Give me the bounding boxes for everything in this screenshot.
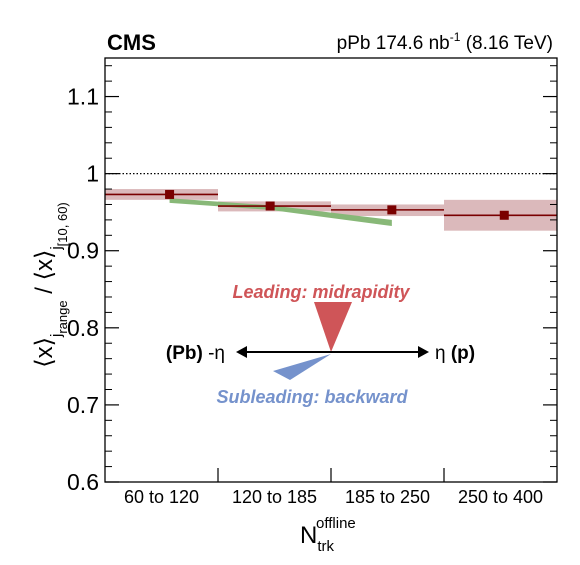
x-category-label: 250 to 400 xyxy=(458,487,543,507)
subleading-triangle-icon xyxy=(273,354,331,380)
lumi-exponent: -1 xyxy=(450,30,461,44)
y-tick-label: 0.6 xyxy=(67,469,99,495)
ylabel-den-subsub: [10, 60) xyxy=(55,202,70,246)
leading-label: Leading: midrapidity xyxy=(232,282,410,302)
ylabel-num-sub: j xyxy=(48,334,65,338)
plot-frame xyxy=(104,57,558,483)
beam-label: pPb xyxy=(337,33,371,54)
data-point-4 xyxy=(499,210,509,220)
rapidity-diagram: Leading: midrapidity (Pb) -η η (p) Suble… xyxy=(166,282,475,407)
xlabel-sub: trk xyxy=(317,538,334,555)
p-direction-label: η (p) xyxy=(435,343,475,364)
x-axis-label: Ntrk offline xyxy=(300,515,356,555)
lumi-unit: nb xyxy=(429,33,450,54)
ylabel-num-subsub: range xyxy=(55,300,70,333)
y-axis-label: ⟨x⟩jrange / ⟨x⟩j[10, 60) xyxy=(30,202,70,368)
x-category-label: 60 to 120 xyxy=(124,487,199,507)
y-tick-label: 1 xyxy=(86,161,99,187)
svg-text:⟨x⟩jrange / ⟨x⟩j[10, 60): ⟨x⟩jrange / ⟨x⟩j[10, 60) xyxy=(30,202,70,368)
data-point-3 xyxy=(387,205,397,215)
subleading-label: Subleading: backward xyxy=(216,387,408,407)
ylabel-num: x xyxy=(31,346,58,358)
y-tick-label: 0.9 xyxy=(67,238,99,264)
x-category-label: 185 to 250 xyxy=(345,487,430,507)
y-tick-label: 1.1 xyxy=(67,84,99,110)
x-category-label: 120 to 185 xyxy=(232,487,317,507)
lumi-value: 174.6 xyxy=(376,33,424,54)
data-point-2 xyxy=(265,201,275,211)
pb-direction-label: (Pb) -η xyxy=(166,343,225,364)
arrow-left-icon xyxy=(236,346,247,358)
y-tick-label: 0.8 xyxy=(67,315,99,341)
arrow-right-icon xyxy=(418,346,429,358)
experiment-label: CMS xyxy=(107,30,156,55)
xlabel-main: N xyxy=(300,522,317,549)
ylabel-den-sub: j xyxy=(48,246,65,250)
leading-triangle-icon xyxy=(314,302,352,352)
xlabel-sup: offline xyxy=(316,515,356,532)
luminosity-label: pPb 174.6 nb-1 (8.16 TeV) xyxy=(337,30,553,54)
y-tick-label: 0.7 xyxy=(67,392,99,418)
data-point-1 xyxy=(165,189,175,199)
ylabel-den: x xyxy=(31,259,58,271)
energy-label: (8.16 TeV) xyxy=(466,33,553,54)
